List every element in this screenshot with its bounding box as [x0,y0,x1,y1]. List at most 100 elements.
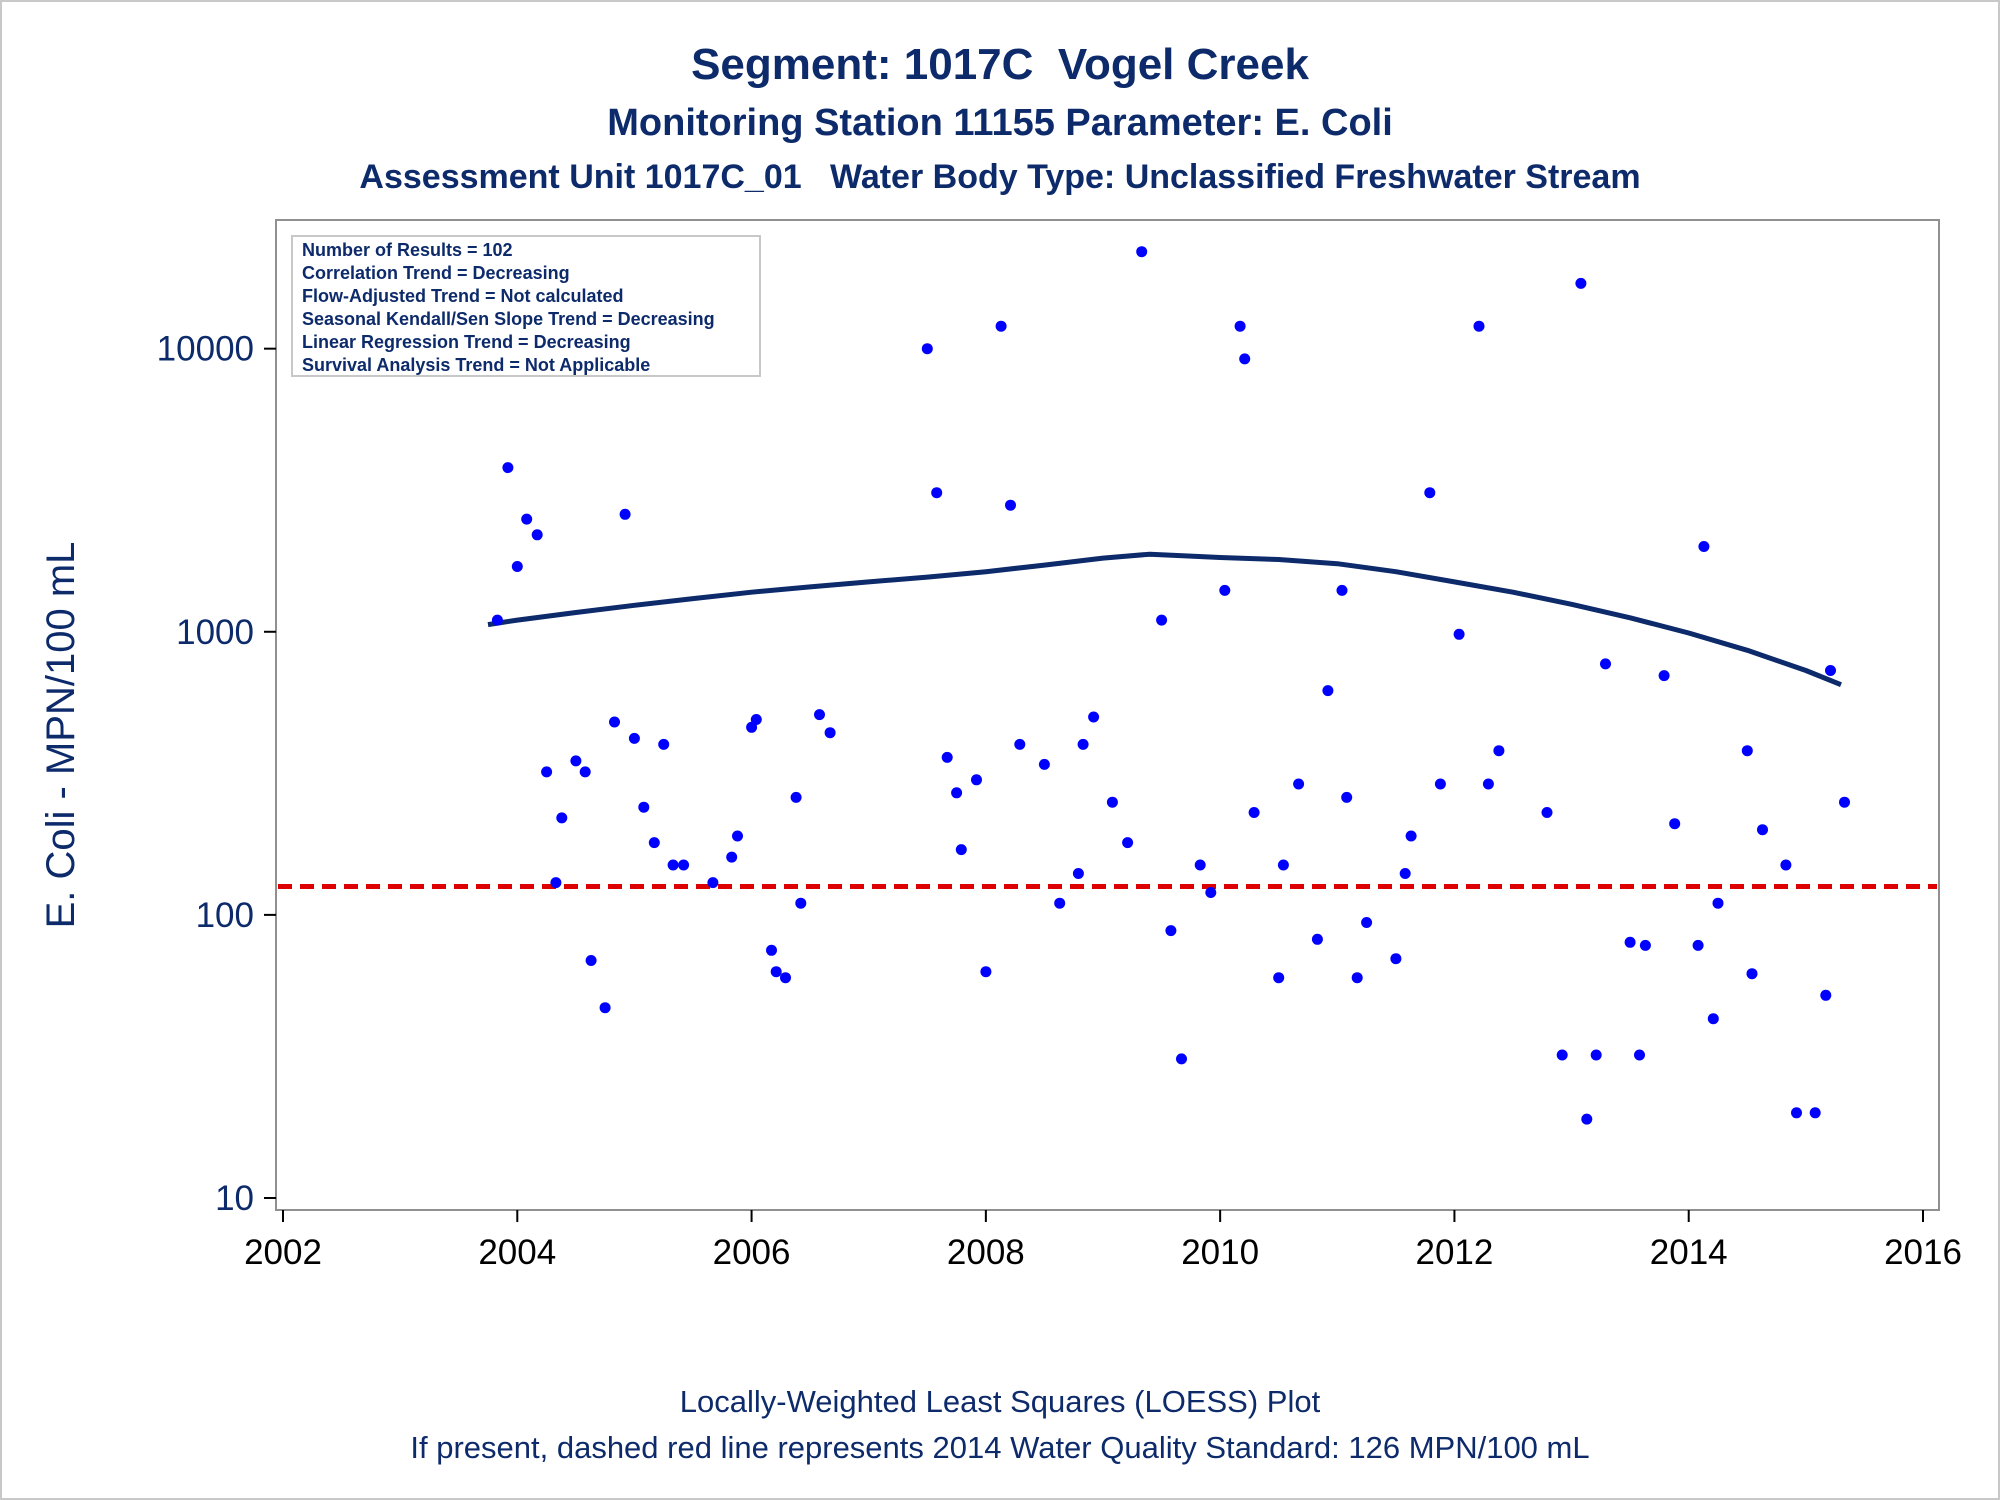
data-point [1712,897,1724,909]
data-point [1453,628,1465,640]
data-point [570,755,582,767]
data-point [1390,953,1402,965]
data-point [609,716,620,728]
data-point [1669,818,1681,830]
data-point [1005,499,1016,511]
data-point [1341,791,1353,803]
data-point [1746,968,1758,980]
data-point [1122,837,1134,849]
data-point [1399,868,1411,879]
data-point [1322,685,1334,697]
plot-area [275,219,1940,1211]
data-point [1194,859,1206,871]
data-point [1277,859,1289,871]
data-point [1839,796,1850,808]
data-point [726,851,738,863]
data-point [707,877,719,889]
data-point [638,801,650,813]
data-point [1707,1013,1719,1025]
data-point [521,513,533,525]
y-tick-label: 1000 [176,613,254,652]
y-tick-label: 10000 [157,330,254,369]
legend-line-results: Number of Results = 102 [302,240,513,260]
data-point [678,859,690,871]
data-point [1351,972,1363,984]
data-point [1757,824,1768,836]
data-point [790,791,802,803]
chart-subtitle-2: Assessment Unit 1017C_01 Water Body Type… [359,158,1641,196]
data-point [541,766,553,778]
data-point [971,774,982,786]
data-point [1590,1049,1602,1061]
data-point [951,787,963,799]
data-point [770,966,782,978]
x-tick-label: 2012 [1415,1233,1493,1272]
data-point [1639,939,1651,951]
data-point [1541,807,1553,818]
legend-line-seasonal-kendall: Seasonal Kendall/Sen Slope Trend = Decre… [302,309,715,329]
data-point [1072,868,1084,879]
data-point [795,897,807,909]
data-point [1820,989,1832,1001]
data-point [1473,320,1485,332]
loess-line [487,551,1842,688]
data-point [550,877,562,889]
data-point [511,561,523,572]
data-point [1493,745,1505,757]
data-point [1205,887,1217,898]
data-point [941,751,953,763]
data-point [1165,925,1177,937]
data-point [1791,1107,1802,1119]
chart-title: Segment: 1017C Vogel Creek [691,40,1309,89]
data-point [1658,670,1670,682]
y-tick-label: 100 [196,896,254,935]
data-point [1176,1053,1187,1065]
data-point [1405,830,1417,842]
data-point [1088,711,1100,723]
footnote-loess: Locally-Weighted Least Squares (LOESS) P… [679,1384,1321,1419]
data-point [750,714,762,725]
data-point [1014,738,1026,750]
data-point [1311,933,1323,945]
data-point [1741,745,1753,757]
data-point [824,727,836,739]
data-point [921,343,933,355]
y-axis-label: E. Coli - MPN/100 mL [39,542,83,929]
data-point [955,844,967,856]
data-point [1692,939,1704,951]
legend-line-linear-regression: Linear Regression Trend = Decreasing [302,332,631,352]
data-point [1825,665,1836,676]
data-point [585,955,597,966]
data-point [1556,1049,1568,1061]
data-point [1698,541,1710,552]
points-group [491,246,1850,1125]
x-tick-label: 2008 [947,1233,1025,1272]
footnote-standard: If present, dashed red line represents 2… [410,1430,1590,1465]
data-point [619,508,631,520]
data-point [1219,584,1231,596]
data-point [1106,796,1118,808]
data-point [1248,807,1260,818]
data-point [502,462,514,474]
data-point [1054,897,1066,909]
data-point [648,837,660,849]
legend-line-correlation: Correlation Trend = Decreasing [302,263,570,283]
data-point [1136,246,1148,258]
data-point [995,320,1007,332]
legend-line-survival: Survival Analysis Trend = Not Applicable [302,355,650,375]
data-point [1482,778,1494,790]
data-point [667,859,679,871]
data-point [1600,658,1611,670]
data-point [1361,917,1373,928]
data-point [1336,584,1348,596]
data-point [628,732,640,744]
legend-line-flow-adjusted: Flow-Adjusted Trend = Not calculated [302,286,624,306]
data-point [491,614,503,626]
data-point [814,709,825,721]
data-point [1293,778,1305,790]
x-tick-label: 2010 [1181,1233,1259,1272]
data-point [1239,353,1251,365]
stats-legend: Number of Results = 102 Correlation Tren… [291,235,761,377]
